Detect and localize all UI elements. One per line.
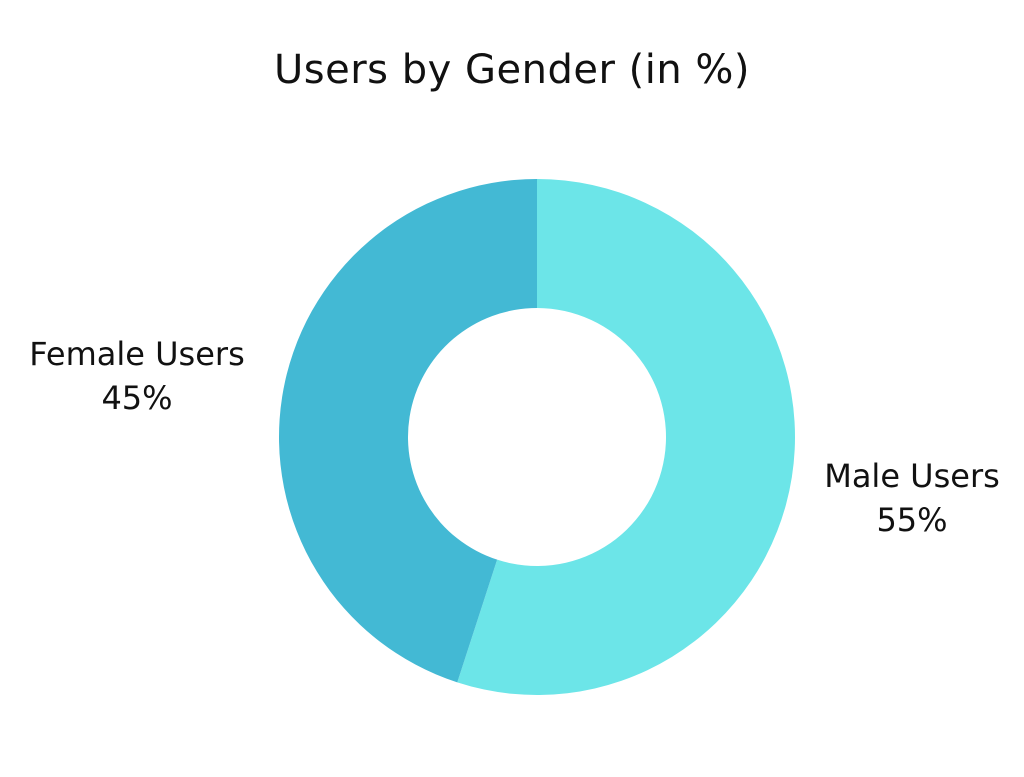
slice-female-users bbox=[279, 179, 537, 683]
slice-label-female: Female Users 45% bbox=[6, 332, 268, 420]
slices-group bbox=[279, 179, 796, 695]
slice-label-female-name: Female Users bbox=[29, 335, 245, 373]
slice-male-users bbox=[457, 179, 796, 695]
slice-label-male: Male Users 55% bbox=[806, 454, 1018, 542]
slice-label-female-value: 45% bbox=[101, 379, 173, 417]
slice-label-male-name: Male Users bbox=[824, 457, 1000, 495]
slice-label-male-value: 55% bbox=[876, 501, 948, 539]
chart-title: Users by Gender (in %) bbox=[273, 47, 751, 93]
